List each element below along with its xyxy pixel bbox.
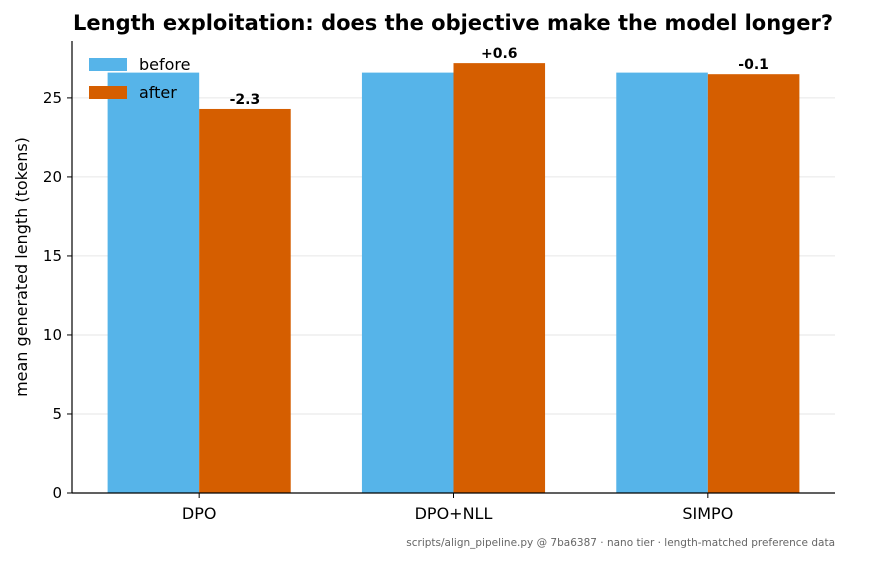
y-axis-ticks: 0 5 10 15 20 25	[43, 89, 72, 502]
bar-after	[707, 74, 800, 493]
legend: before after	[89, 55, 191, 102]
y-tick-label: 20	[43, 168, 62, 186]
y-tick-label: 5	[52, 405, 62, 423]
delta-label: +0.6	[481, 46, 518, 62]
legend-label-after: after	[139, 83, 177, 102]
y-tick-label: 10	[43, 326, 62, 344]
legend-label-before: before	[139, 55, 191, 74]
x-tick-label: DPO	[182, 504, 217, 523]
bar-after	[453, 63, 546, 493]
delta-label: -0.1	[738, 57, 769, 73]
bar-before	[361, 72, 454, 493]
chart-title: Length exploitation: does the objective …	[73, 11, 833, 35]
y-tick-label: 25	[43, 89, 62, 107]
delta-labels: -2.3 +0.6 -0.1	[230, 46, 769, 108]
y-axis-label: mean generated length (tokens)	[12, 137, 31, 397]
y-tick-label: 0	[52, 484, 62, 502]
x-tick-label: SIMPO	[682, 504, 733, 523]
legend-swatch-after	[89, 86, 127, 99]
bar-after	[199, 108, 291, 493]
y-tick-label: 15	[43, 247, 62, 265]
bar-before	[616, 72, 708, 493]
footnote: scripts/align_pipeline.py @ 7ba6387 · na…	[406, 537, 835, 549]
legend-swatch-before	[89, 58, 127, 71]
x-axis-ticks: DPO DPO+NLL SIMPO	[182, 493, 733, 523]
bar-groups	[107, 63, 800, 493]
x-tick-label: DPO+NLL	[415, 504, 493, 523]
delta-label: -2.3	[230, 92, 261, 108]
bar-before	[107, 72, 200, 493]
